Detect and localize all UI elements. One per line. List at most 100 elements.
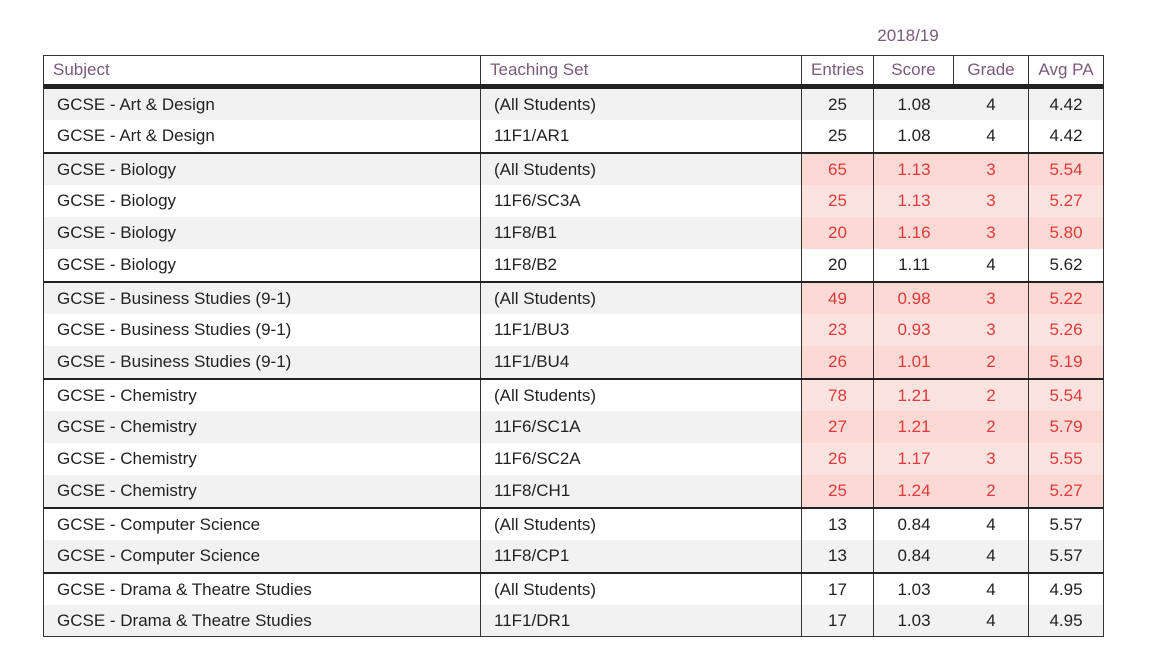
table-row[interactable]: GCSE - Business Studies (9-1) (All Studen…: [43, 281, 1104, 314]
table-row[interactable]: GCSE - Art & Design 11F1/AR1 25 1.08 4 4.42: [43, 120, 1104, 152]
entries-cell: 23: [802, 314, 874, 346]
table-row[interactable]: GCSE - Biology 11F6/SC3A 25 1.13 3 5.27: [43, 185, 1104, 217]
teaching-set-cell: 11F1/BU4: [481, 346, 802, 378]
avg-pa-cell: 5.26: [1029, 314, 1103, 346]
teaching-set-cell: 11F1/BU3: [481, 314, 802, 346]
avg-pa-cell: 5.27: [1029, 185, 1103, 217]
grade-cell: 3: [954, 314, 1029, 346]
score-cell: 0.84: [897, 546, 931, 565]
entries-cell: 17: [802, 574, 874, 605]
avg-pa-cell: 5.19: [1029, 346, 1103, 378]
score-cell: 0.98: [874, 283, 954, 314]
avg-pa-cell: 5.62: [1049, 255, 1083, 274]
table-row[interactable]: GCSE - Chemistry 11F8/CH1 25 1.24 2 5.27: [43, 475, 1104, 507]
grade-cell: 3: [954, 443, 1029, 475]
table-header: Subject Teaching Set Entries Score Grade…: [43, 55, 1104, 87]
table-row[interactable]: GCSE - Computer Science 11F8/CP1 13 0.84 4 5.…: [43, 540, 1104, 572]
table-row[interactable]: GCSE - Business Studies (9-1) 11F1/BU3 23 0…: [43, 314, 1104, 346]
entries-cell: 25: [802, 185, 874, 217]
avg-pa-cell: 5.55: [1029, 443, 1103, 475]
subject-cell: GCSE - Biology: [44, 217, 481, 249]
table-row[interactable]: GCSE - Biology 11F8/B2 20 1.11 4 5.62: [43, 249, 1104, 281]
column-header-score[interactable]: Score: [874, 56, 954, 84]
table-row[interactable]: GCSE - Drama & Theatre Studies 11F1/DR1 17…: [43, 605, 1104, 637]
column-header-subject[interactable]: Subject: [44, 56, 481, 84]
avg-pa-cell: 5.57: [1049, 546, 1083, 565]
subject-cell: GCSE - Drama & Theatre Studies: [44, 605, 481, 636]
teaching-set-cell: 11F1/AR1: [481, 120, 802, 152]
avg-pa-cell: 5.80: [1029, 217, 1103, 249]
entries-cell: 13: [802, 509, 874, 540]
subject-cell: GCSE - Biology: [44, 185, 481, 217]
grade-cell: 3: [954, 154, 1029, 185]
subject-cell: GCSE - Chemistry: [44, 443, 481, 475]
table-row[interactable]: GCSE - Biology 11F8/B1 20 1.16 3 5.80: [43, 217, 1104, 249]
table-row[interactable]: GCSE - Biology (All Students) 65 1.13 3 5.54: [43, 152, 1104, 185]
academic-year-label: 2018/19: [877, 26, 939, 45]
column-header-teaching-set[interactable]: Teaching Set: [481, 56, 802, 84]
grade-cell: 3: [954, 217, 1029, 249]
avg-pa-cell: 5.54: [1029, 380, 1103, 411]
teaching-set-cell: (All Students): [481, 154, 802, 185]
subject-cell: GCSE - Art & Design: [44, 120, 481, 152]
entries-cell: 25: [802, 89, 874, 120]
grade-cell: 2: [954, 380, 1029, 411]
grade-cell: 4: [954, 120, 1029, 152]
entries-cell: 26: [802, 346, 874, 378]
grade-cell: 2: [954, 475, 1029, 507]
grade-cell: 2: [954, 346, 1029, 378]
table-row[interactable]: GCSE - Chemistry 11F6/SC2A 26 1.17 3 5.55: [43, 443, 1104, 475]
score-cell: 1.01: [874, 346, 954, 378]
entries-cell: 25: [802, 120, 874, 152]
grade-cell: 4: [954, 574, 1029, 605]
subject-cell: GCSE - Business Studies (9-1): [44, 283, 481, 314]
teaching-set-cell: (All Students): [481, 380, 802, 411]
teaching-set-cell: (All Students): [481, 283, 802, 314]
grade-cell: 3: [954, 283, 1029, 314]
table-row[interactable]: GCSE - Chemistry 11F6/SC1A 27 1.21 2 5.79: [43, 411, 1104, 443]
score-cell: 1.24: [874, 475, 954, 507]
subject-cell: GCSE - Computer Science: [44, 540, 481, 572]
table-row[interactable]: GCSE - Business Studies (9-1) 11F1/BU4 26 1…: [43, 346, 1104, 378]
subject-cell: GCSE - Chemistry: [44, 411, 481, 443]
grade-cell: 4: [954, 540, 1029, 572]
subject-cell: GCSE - Chemistry: [44, 475, 481, 507]
subject-cell: GCSE - Business Studies (9-1): [44, 346, 481, 378]
score-cell: 1.08: [897, 126, 931, 145]
table-row[interactable]: GCSE - Computer Science (All Students) 13 0…: [43, 507, 1104, 540]
score-cell: 1.08: [897, 95, 931, 114]
column-header-entries[interactable]: Entries: [802, 56, 874, 84]
subject-cell: GCSE - Computer Science: [44, 509, 481, 540]
teaching-set-cell: 11F8/CH1: [481, 475, 802, 507]
avg-pa-cell: 5.22: [1029, 283, 1103, 314]
table-row[interactable]: GCSE - Chemistry (All Students) 78 1.21 2 5.5…: [43, 378, 1104, 411]
score-cell: 1.03: [897, 580, 931, 599]
entries-cell: 26: [802, 443, 874, 475]
table-row[interactable]: GCSE - Art & Design (All Students) 25 1.08 4…: [43, 87, 1104, 120]
score-cell: 1.03: [897, 611, 931, 630]
entries-cell: 17: [802, 605, 874, 636]
entries-cell: 65: [802, 154, 874, 185]
teaching-set-cell: (All Students): [481, 89, 802, 120]
grade-cell: 2: [954, 411, 1029, 443]
subject-cell: GCSE - Biology: [44, 154, 481, 185]
teaching-set-cell: 11F8/B2: [481, 249, 802, 281]
score-cell: 0.93: [874, 314, 954, 346]
subject-cell: GCSE - Business Studies (9-1): [44, 314, 481, 346]
avg-pa-cell: 4.42: [1049, 126, 1083, 145]
teaching-set-cell: 11F1/DR1: [481, 605, 802, 636]
entries-cell: 20: [802, 249, 874, 281]
score-cell: 1.13: [874, 154, 954, 185]
column-header-grade[interactable]: Grade: [954, 56, 1029, 84]
score-cell: 1.11: [898, 255, 930, 274]
teaching-set-cell: 11F6/SC3A: [481, 185, 802, 217]
column-header-avg-pa[interactable]: Avg PA: [1038, 60, 1094, 79]
entries-cell: 13: [802, 540, 874, 572]
grade-cell: 3: [954, 185, 1029, 217]
table-row[interactable]: GCSE - Drama & Theatre Studies (All Stude…: [43, 572, 1104, 605]
subject-cell: GCSE - Chemistry: [44, 380, 481, 411]
score-cell: 1.13: [874, 185, 954, 217]
subject-cell: GCSE - Biology: [44, 249, 481, 281]
grade-cell: 4: [954, 89, 1029, 120]
score-cell: 1.21: [874, 380, 954, 411]
